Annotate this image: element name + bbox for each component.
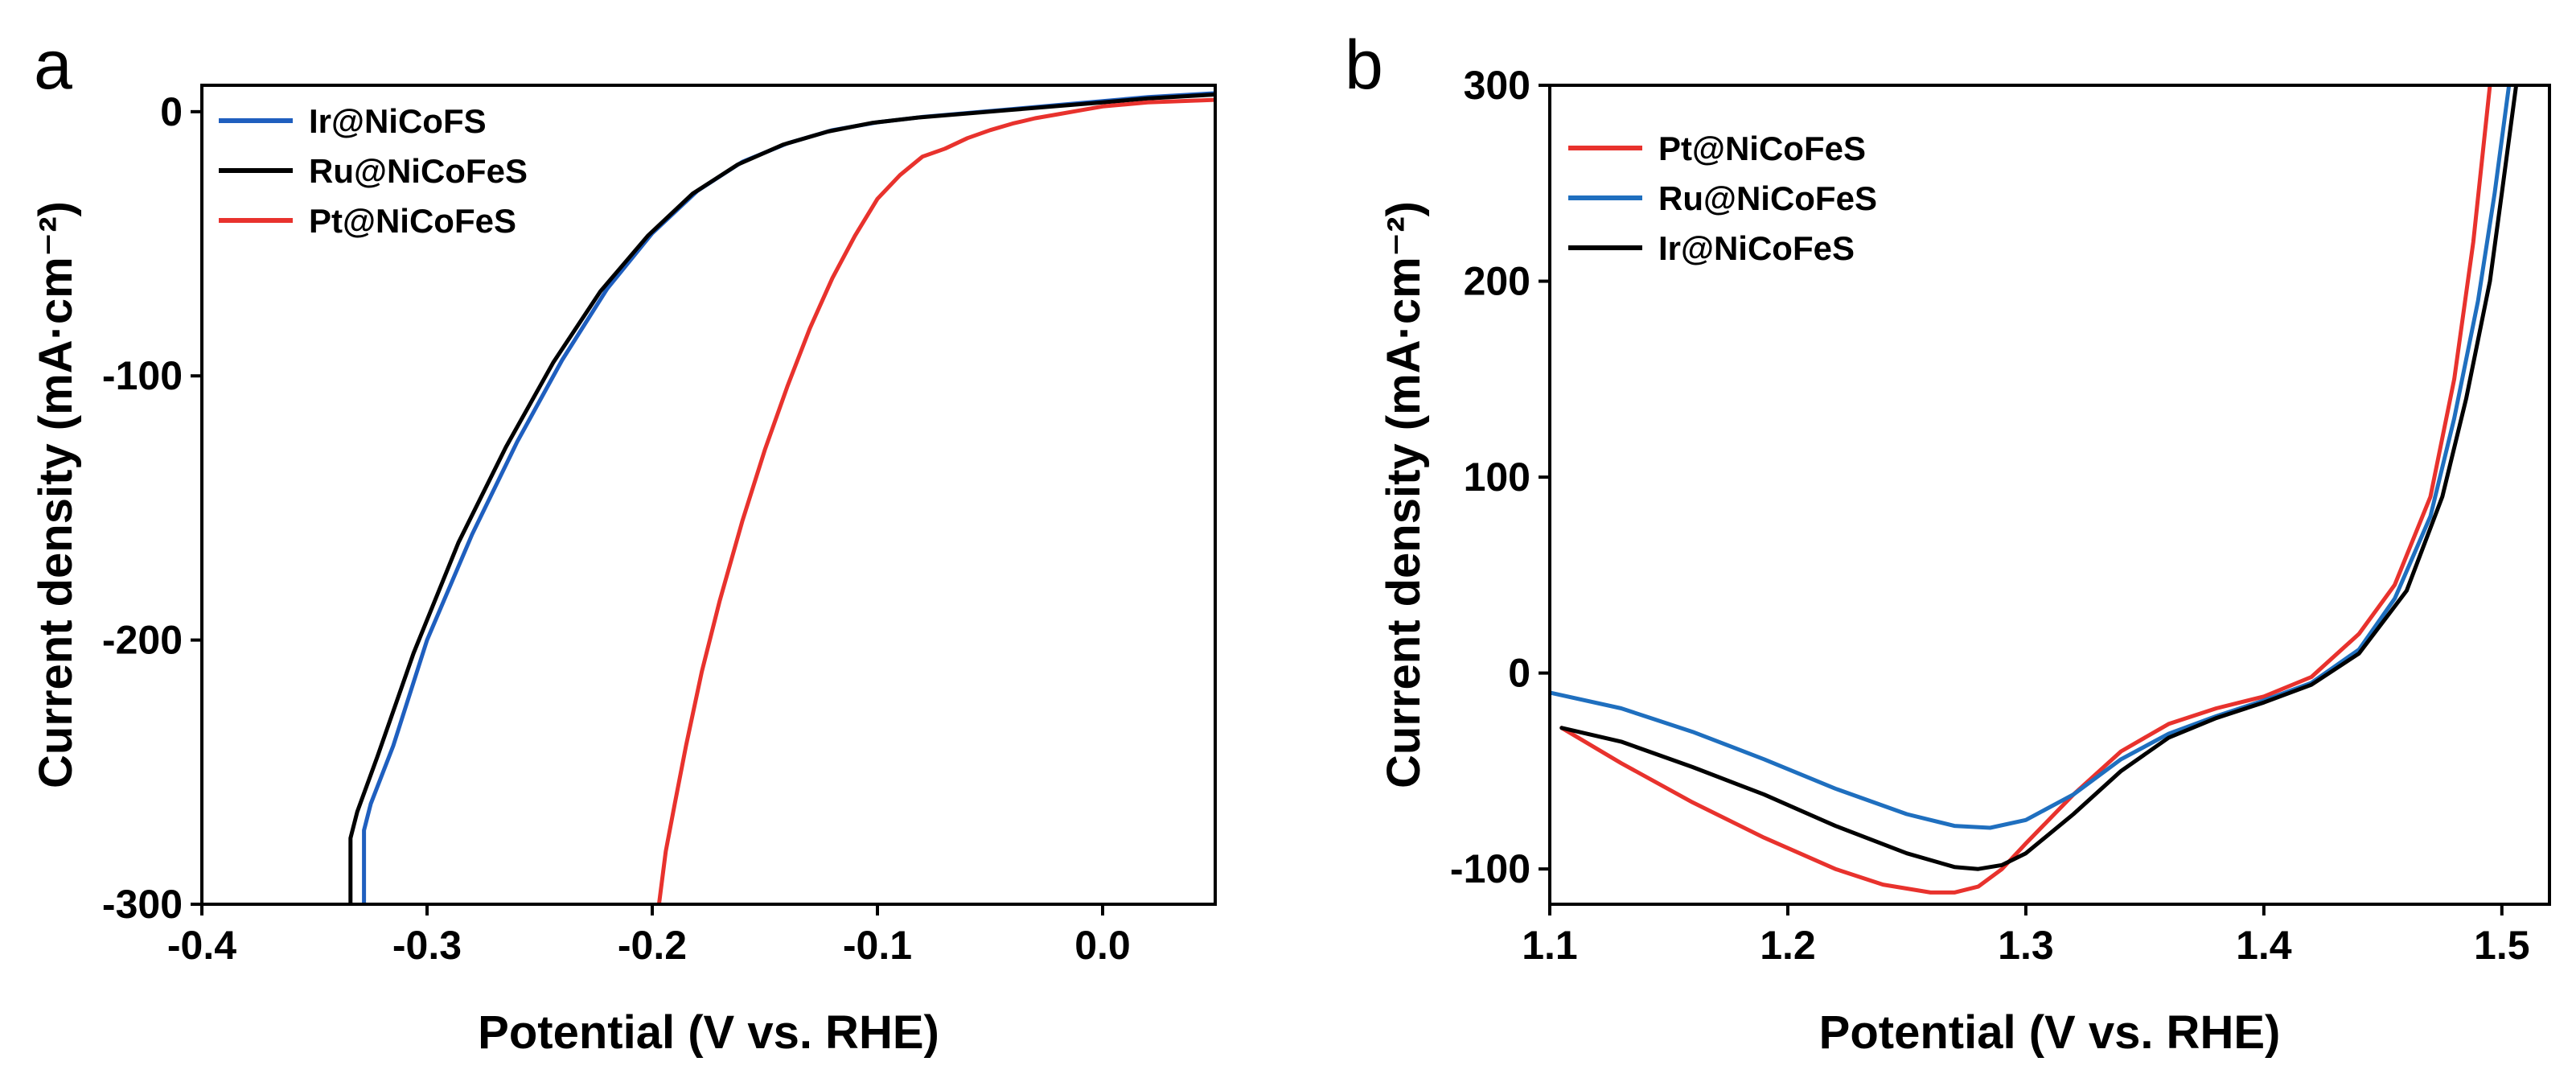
panel-a-x-tick-label: -0.4 xyxy=(167,923,236,968)
panel-b-x-tick-label: 1.3 xyxy=(1998,923,2054,968)
panel-b-series-line-2 xyxy=(1559,85,2519,871)
panel-a-x-tick-label: -0.2 xyxy=(618,923,687,968)
panel-b-x-tick-label: 1.1 xyxy=(1522,923,1578,968)
panel-b-y-tick-label: 200 xyxy=(1464,259,1530,304)
panel-b-x-tick-label: 1.2 xyxy=(1760,923,1816,968)
panel-b-series-line-1 xyxy=(1550,85,2512,830)
panel-a-legend-label-2: Pt@NiCoFeS xyxy=(309,202,516,240)
panel-a-series-group xyxy=(348,91,1215,904)
panel-b-y-tick-label: -100 xyxy=(1450,846,1530,891)
panel-a-series-line-1 xyxy=(348,93,1215,904)
panel-a-y-axis-label: Current density (mA·cm⁻²) xyxy=(30,201,82,788)
panel-b-series-group xyxy=(1550,85,2519,895)
panel-b-y-tick-label: 100 xyxy=(1464,455,1530,500)
panel-b-y-axis-label: Current density (mA·cm⁻²) xyxy=(1378,201,1430,788)
panel-a-x-tick-label: -0.1 xyxy=(843,923,912,968)
panel-b-x-tick-label: 1.4 xyxy=(2236,923,2292,968)
panel-b-y-tick-label: 0 xyxy=(1508,651,1530,696)
panel-a-legend-label-1: Ru@NiCoFeS xyxy=(309,152,528,190)
panel-a-series-line-2 xyxy=(656,97,1215,904)
panel-a-y-tick-label: -200 xyxy=(102,618,183,663)
panel-b-chart: b 1.1 1.2 1.3 1.4 1.5 -100 0 100 200 300 Potential … xyxy=(1345,27,2551,1059)
panel-b-x-tick-label: 1.5 xyxy=(2474,923,2530,968)
panel-a-axes-frame xyxy=(200,84,1217,906)
panel-b-legend-label-1: Ru@NiCoFeS xyxy=(1658,179,1877,217)
panel-a-chart: a -0.4 -0.3 -0.2 -0.1 0.0 0 -100 -200 -300 Potenti… xyxy=(30,27,1217,1059)
panel-b-x-axis-label: Potential (V vs. RHE) xyxy=(1819,1006,2281,1059)
panel-a-letter: a xyxy=(34,27,72,104)
panel-a-x-tick-label: 0.0 xyxy=(1074,923,1131,968)
panel-b-legend-label-0: Pt@NiCoFeS xyxy=(1658,130,1866,167)
panel-a-x-tick-label: -0.3 xyxy=(392,923,462,968)
panel-b-axes-frame xyxy=(1548,84,2551,906)
panel-b-y-tick-label: 300 xyxy=(1464,63,1530,108)
panel-a-y-tick-label: -300 xyxy=(102,882,183,927)
panel-b-legend-label-2: Ir@NiCoFeS xyxy=(1658,229,1855,267)
panel-a-legend-label-0: Ir@NiCoFS xyxy=(309,102,487,140)
panel-a-x-axis-label: Potential (V vs. RHE) xyxy=(478,1006,939,1059)
panel-a-y-tick-label: -100 xyxy=(102,353,183,398)
panel-b-letter: b xyxy=(1345,27,1383,104)
panel-a-y-tick-label: 0 xyxy=(160,89,183,134)
